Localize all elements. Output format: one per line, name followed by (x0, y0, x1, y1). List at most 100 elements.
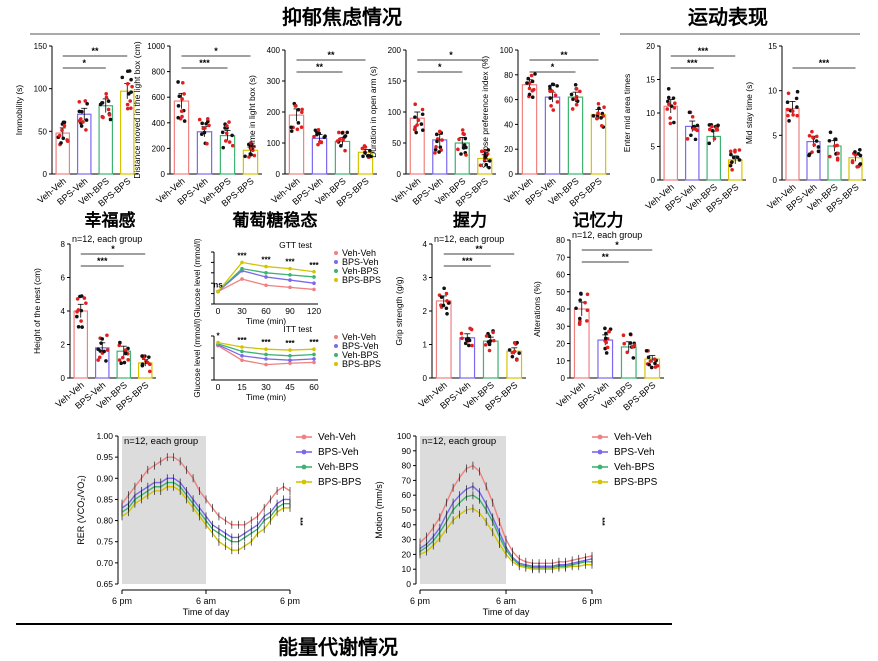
sucrose-data-point (555, 84, 559, 88)
alternations-data-point (585, 319, 589, 323)
immobility-data-point (61, 136, 66, 141)
rer-y-tick-label: 0.80 (96, 516, 113, 526)
rer-y-tick-label: 0.75 (96, 537, 113, 547)
sucrose-data-point (548, 84, 552, 89)
gtt-legend-marker (334, 260, 338, 264)
midstay-data-point (786, 91, 791, 96)
midarea-data-point (712, 136, 717, 141)
itt-point (264, 347, 268, 352)
immobility-data-point (106, 107, 111, 112)
grip-data-point (487, 348, 492, 353)
midstay-data-point (814, 139, 819, 143)
sucrose-sig-label: ** (560, 50, 568, 60)
nest-data-point (105, 348, 110, 352)
midstay-data-point (794, 96, 799, 101)
timelight-y-label: Time in light box (s) (247, 75, 257, 149)
immobility-data-point (77, 119, 82, 123)
alternations-y-tick-label: 70 (556, 253, 565, 262)
midstay-data-point (810, 150, 814, 154)
midstay-data-point (853, 153, 858, 157)
itt-sig-label: *** (285, 339, 295, 348)
heading-memory: 记忆力 (573, 210, 624, 230)
midarea-data-point (672, 120, 676, 125)
timelight-data-point (323, 134, 327, 138)
midarea-y-tick-label: 15 (646, 76, 655, 85)
immobility-data-point (107, 113, 112, 117)
sucrose-y-tick-label: 40 (504, 120, 513, 129)
itt-point (216, 340, 220, 345)
midarea-data-point (673, 101, 677, 106)
gtt-point (264, 275, 268, 279)
immobility-data-point (104, 95, 109, 100)
grip-data-point (445, 312, 449, 316)
itt-point (264, 357, 268, 361)
rer-legend-dot (301, 449, 307, 455)
nest-data-point (102, 349, 106, 354)
openarm-data-point (414, 130, 418, 135)
nest-data-point (117, 358, 122, 362)
motion-y-tick-label: 100 (397, 431, 411, 441)
sucrose-data-point (571, 97, 575, 102)
midstay-data-point (786, 107, 790, 112)
midarea-data-point (707, 127, 712, 132)
alternations-data-point (578, 298, 582, 302)
alternations-data-point (574, 306, 578, 311)
immobility-y-label: Immobility (s) (14, 85, 24, 136)
distance-y-tick-label: 800 (152, 68, 166, 77)
sucrose-data-point (595, 116, 599, 121)
timelight-sig-label: ** (327, 50, 335, 60)
nest-data-point (82, 296, 87, 300)
openarm-data-point (413, 102, 417, 107)
grip-data-point (512, 341, 517, 345)
grip-sig-label: ** (475, 244, 483, 254)
timelight-data-point (361, 154, 365, 159)
nest-data-point (99, 341, 103, 345)
immobility-data-point (59, 141, 63, 145)
nest-data-point (120, 355, 125, 360)
distance-data-point (220, 130, 225, 135)
sucrose-data-point (570, 107, 575, 111)
immobility-data-point (125, 102, 130, 107)
rer-legend-label: BPS-Veh (318, 447, 359, 458)
openarm-data-point (485, 152, 490, 156)
nest-y-tick-label: 2 (61, 341, 66, 350)
motion-x-tick-label: 6 pm (410, 596, 430, 606)
openarm-data-point (478, 163, 483, 168)
midarea-data-point (687, 110, 692, 115)
midarea-data-point (666, 95, 671, 100)
motion-legend-label: BPS-Veh (614, 447, 655, 458)
midarea-data-point (716, 123, 720, 128)
sucrose-data-point (591, 114, 596, 118)
itt-legend-label: Veh-Veh (342, 332, 376, 342)
rer-legend-label: BPS-BPS (318, 477, 362, 488)
timelight-data-point (296, 121, 301, 125)
grip-y-tick-label: 4 (423, 240, 428, 249)
midstay-data-point (858, 162, 863, 166)
nest-data-point (84, 301, 88, 305)
sucrose-data-point (530, 79, 535, 84)
gtt-title: GTT test (279, 240, 313, 250)
distance-y-tick-label: 0 (161, 170, 166, 179)
alternations-data-point (652, 357, 657, 361)
nest-data-point (126, 358, 130, 362)
immobility-y-tick-label: 0 (43, 170, 48, 179)
gtt-legend-label: BPS-Veh (342, 257, 379, 267)
midstay-data-point (833, 137, 837, 142)
gtt-point (312, 287, 316, 292)
midstay-data-point (827, 138, 832, 143)
grip-data-point (467, 343, 471, 348)
midarea-data-point (690, 114, 695, 119)
distance-data-point (221, 145, 226, 150)
midarea-data-point (668, 116, 672, 120)
midstay-data-point (787, 119, 791, 123)
openarm-y-label: Duration in open arm (s) (368, 66, 378, 158)
gtt-point (264, 271, 268, 275)
distance-y-tick-label: 200 (152, 144, 166, 153)
timelight-data-point (369, 154, 373, 159)
openarm-data-point (463, 136, 468, 141)
alternations-data-point (647, 362, 651, 367)
openarm-data-point (484, 163, 488, 167)
heading-glucose: 葡萄糖稳态 (232, 210, 318, 230)
midarea-data-point (667, 102, 671, 106)
timelight-data-point (313, 128, 318, 133)
